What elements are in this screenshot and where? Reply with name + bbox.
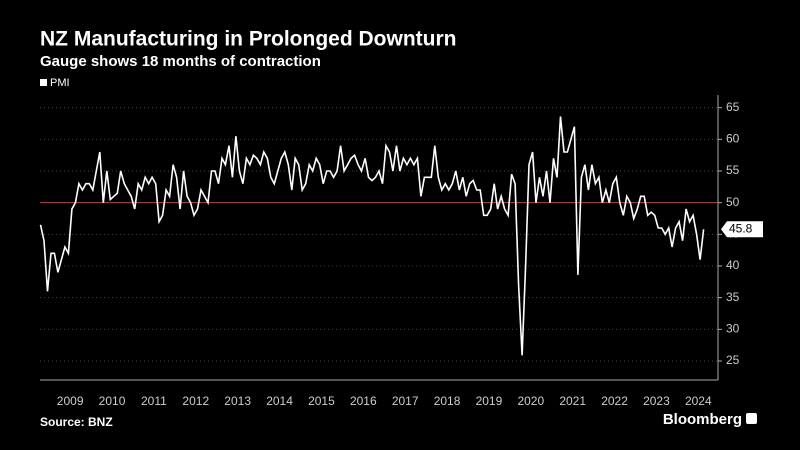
x-tick-label: 2011	[141, 394, 167, 408]
x-tick-label: 2019	[476, 394, 503, 408]
brand: Bloomberg	[663, 411, 742, 428]
x-tick-label: 2024	[685, 394, 712, 408]
x-tick-label: 2023	[643, 394, 670, 408]
x-tick-label: 2009	[57, 394, 84, 408]
y-tick-label: 30	[726, 322, 740, 336]
x-tick-label: 2020	[517, 394, 544, 408]
legend-swatch	[40, 79, 47, 86]
y-tick-label: 35	[726, 290, 740, 304]
x-tick-label: 2017	[392, 394, 419, 408]
legend-label: PMI	[50, 77, 70, 89]
y-tick-label: 40	[726, 258, 740, 272]
brand-icon	[746, 413, 757, 424]
annotation-label: 45.8	[729, 221, 753, 235]
x-tick-label: 2012	[182, 394, 209, 408]
x-tick-label: 2021	[559, 394, 586, 408]
x-tick-label: 2018	[434, 394, 461, 408]
x-tick-label: 2010	[99, 394, 126, 408]
y-tick-label: 55	[726, 163, 740, 177]
source: Source: BNZ	[40, 415, 113, 429]
x-tick-label: 2022	[601, 394, 628, 408]
x-tick-label: 2016	[350, 394, 377, 408]
chart-subtitle: Gauge shows 18 months of contraction	[40, 53, 321, 70]
y-tick-label: 60	[726, 132, 740, 146]
y-tick-label: 50	[726, 195, 740, 209]
x-tick-label: 2015	[308, 394, 335, 408]
y-tick-label: 25	[726, 353, 740, 367]
chart-title: NZ Manufacturing in Prolonged Downturn	[40, 28, 456, 51]
y-tick-label: 65	[726, 100, 740, 114]
line	[39, 116, 705, 356]
x-tick-label: 2013	[224, 394, 251, 408]
annotation-box	[721, 221, 763, 238]
x-tick-label: 2014	[266, 394, 293, 408]
